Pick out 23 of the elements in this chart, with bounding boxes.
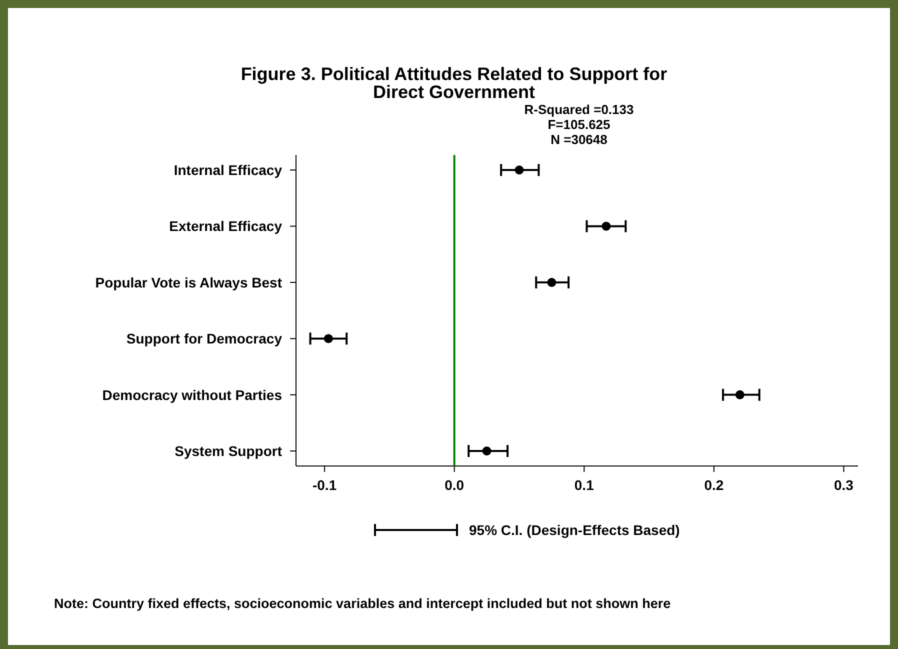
y-tick-label: Democracy without Parties (102, 386, 282, 403)
x-tick-label: -0.1 (312, 477, 337, 493)
x-tick-label: 0.1 (574, 477, 594, 493)
x-tick-label: 0.0 (444, 477, 464, 493)
y-tick-label: External Efficacy (169, 218, 282, 234)
point (324, 334, 333, 344)
x-tick-label: 0.3 (834, 477, 854, 493)
text: R-Squared =0.133 (524, 102, 634, 117)
y-tick-label: Internal Efficacy (174, 162, 282, 178)
text: F=105.625 (548, 117, 610, 132)
chart-title: Figure 3. Political Attitudes Related to Support for Direct Government (240, 64, 668, 102)
y-tick-label: Support for Democracy (126, 330, 282, 347)
y-tick-label: Popular Vote is Always Best (95, 274, 282, 290)
point (735, 390, 744, 400)
point (514, 166, 524, 174)
legend-label: 95% C.I. (Design-Effects Based) (469, 522, 680, 538)
text: Note: Country fixed effects, socioeconomic variables and intercept included but not shown here (54, 596, 672, 611)
x-tick-label: 0.2 (704, 477, 724, 493)
y-tick-label: System Support (174, 443, 282, 459)
text: N =30648 (550, 132, 608, 147)
point (547, 278, 556, 287)
point (482, 446, 492, 456)
point (602, 222, 611, 231)
